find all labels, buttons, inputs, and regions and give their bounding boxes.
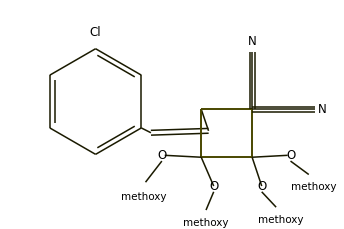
Text: methoxy: methoxy <box>258 215 304 225</box>
Text: N: N <box>318 103 326 116</box>
Text: methoxy: methoxy <box>121 192 166 202</box>
Text: N: N <box>248 35 257 48</box>
Text: O: O <box>209 180 218 193</box>
Text: O: O <box>286 149 295 162</box>
Text: Cl: Cl <box>90 26 101 39</box>
Text: O: O <box>157 149 166 162</box>
Text: methoxy: methoxy <box>291 182 336 192</box>
Text: O: O <box>257 180 266 193</box>
Text: methoxy: methoxy <box>183 218 229 228</box>
